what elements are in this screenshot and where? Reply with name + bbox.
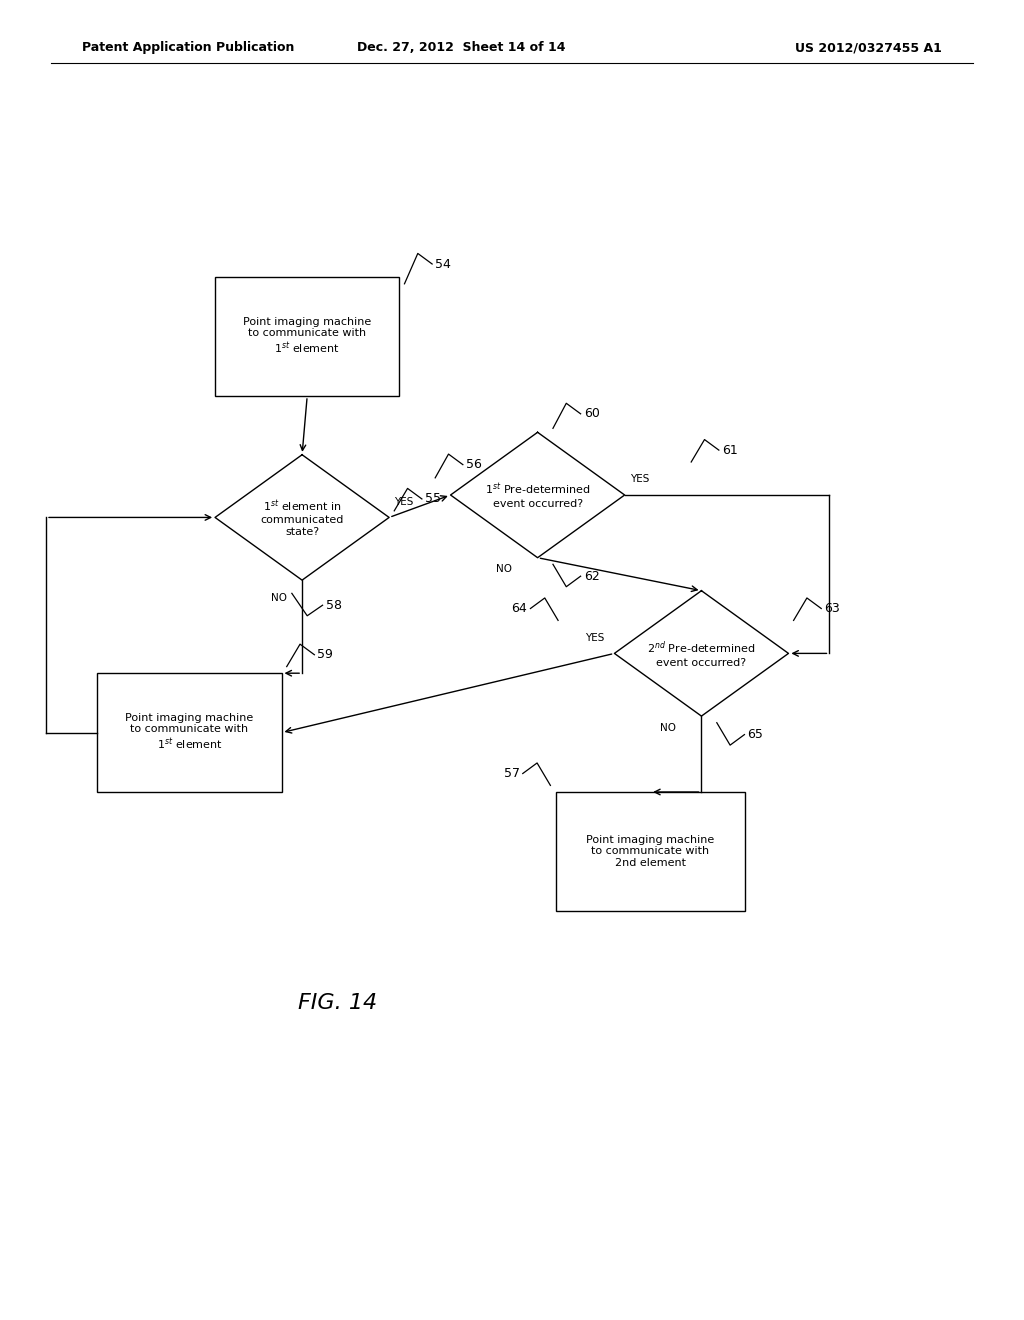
Text: US 2012/0327455 A1: US 2012/0327455 A1 <box>796 41 942 54</box>
Text: 59: 59 <box>317 648 334 661</box>
Text: 1$^{st}$ Pre-determined
event occurred?: 1$^{st}$ Pre-determined event occurred? <box>484 482 591 508</box>
Text: NO: NO <box>270 594 287 603</box>
Text: 56: 56 <box>466 458 482 471</box>
Text: Point imaging machine
to communicate with
1$^{st}$ element: Point imaging machine to communicate wit… <box>125 713 254 752</box>
FancyBboxPatch shape <box>555 792 745 911</box>
Text: 2$^{nd}$ Pre-determined
event occurred?: 2$^{nd}$ Pre-determined event occurred? <box>647 639 756 668</box>
FancyBboxPatch shape <box>215 277 399 396</box>
Text: 64: 64 <box>512 602 527 615</box>
Text: Dec. 27, 2012  Sheet 14 of 14: Dec. 27, 2012 Sheet 14 of 14 <box>356 41 565 54</box>
Text: 65: 65 <box>748 729 764 741</box>
Text: YES: YES <box>630 474 649 484</box>
Text: 63: 63 <box>824 602 840 615</box>
Text: 1$^{st}$ element in
communicated
state?: 1$^{st}$ element in communicated state? <box>260 498 344 537</box>
Text: 62: 62 <box>584 570 599 582</box>
Text: 54: 54 <box>435 257 452 271</box>
FancyBboxPatch shape <box>97 673 282 792</box>
Text: Patent Application Publication: Patent Application Publication <box>82 41 294 54</box>
Text: Point imaging machine
to communicate with
1$^{st}$ element: Point imaging machine to communicate wit… <box>243 317 372 356</box>
Text: Point imaging machine
to communicate with
2nd element: Point imaging machine to communicate wit… <box>586 834 715 869</box>
Text: YES: YES <box>585 632 604 643</box>
Text: NO: NO <box>496 565 512 574</box>
Text: 55: 55 <box>425 492 441 506</box>
Text: NO: NO <box>659 722 676 733</box>
Text: YES: YES <box>394 496 414 507</box>
Text: 61: 61 <box>722 444 737 457</box>
Text: FIG. 14: FIG. 14 <box>298 993 378 1014</box>
Text: 57: 57 <box>504 767 519 780</box>
Text: 58: 58 <box>326 599 342 611</box>
Text: 60: 60 <box>584 408 600 420</box>
